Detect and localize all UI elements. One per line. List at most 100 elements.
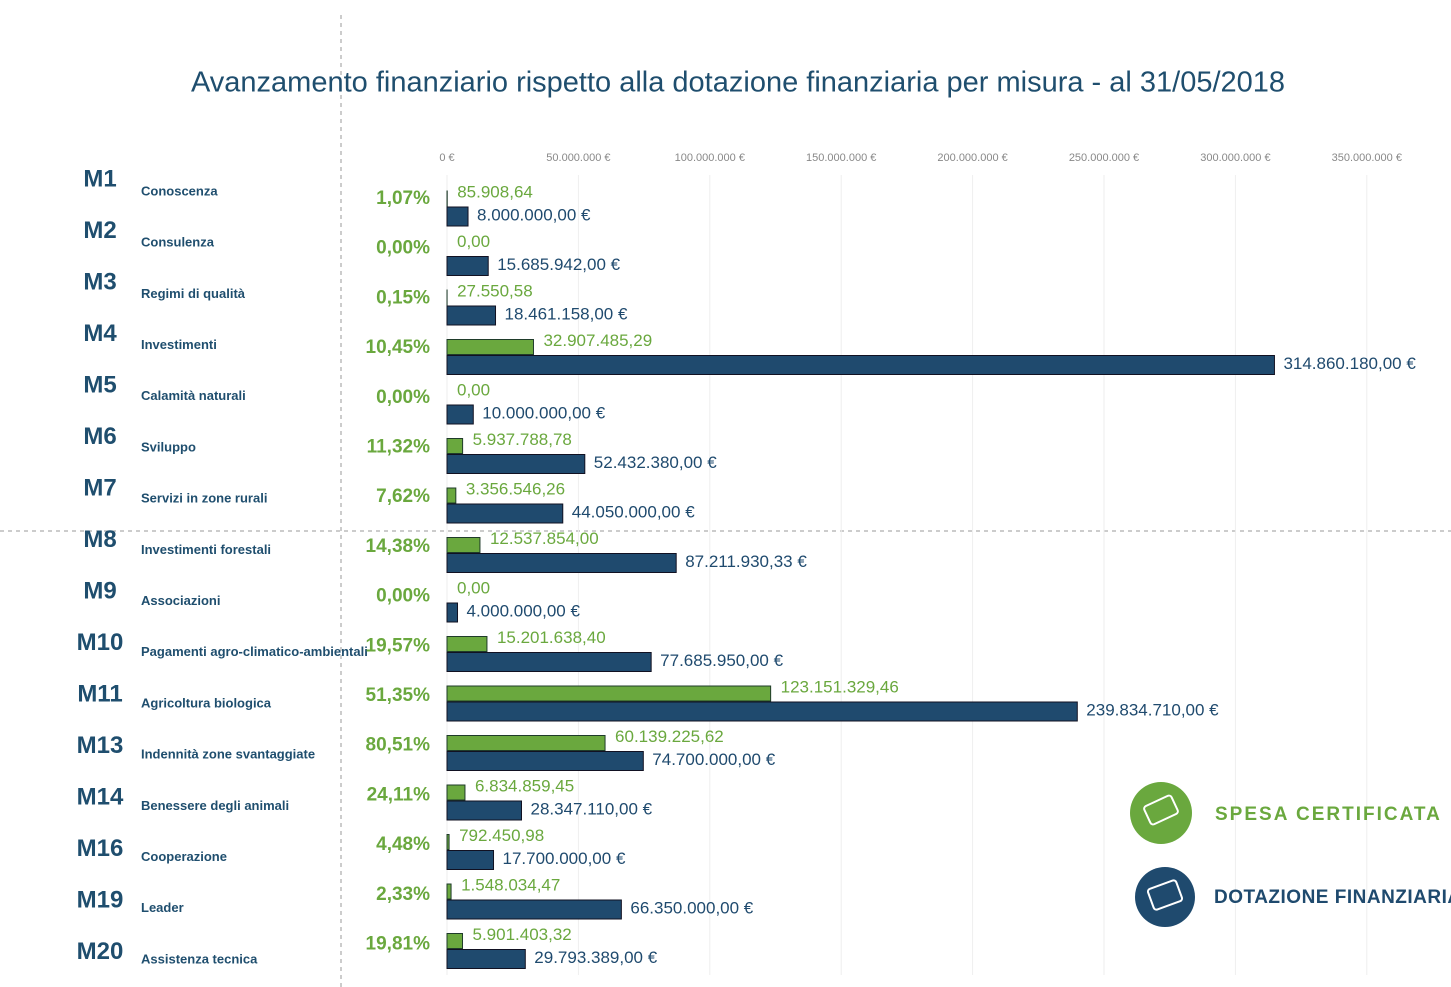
- category-code: M19: [77, 886, 124, 913]
- value-label: 29.793.389,00 €: [534, 948, 657, 967]
- category-description: Consulenza: [141, 235, 215, 250]
- value-label: 239.834.710,00 €: [1086, 700, 1219, 719]
- category-description: Investimenti: [141, 337, 217, 352]
- category-description: Conoscenza: [141, 183, 218, 198]
- category-code: M6: [83, 423, 116, 450]
- value-label: 5.937.788,78: [473, 430, 572, 449]
- x-tick-label: 100.000.000 €: [675, 152, 745, 164]
- share-label: 11,32%: [367, 437, 430, 458]
- bar: [446, 850, 495, 870]
- bar: [446, 834, 450, 850]
- bar: [446, 256, 489, 276]
- bar: [446, 438, 464, 454]
- share-label: 0,15%: [376, 287, 430, 308]
- value-label: 66.350.000,00 €: [630, 898, 753, 917]
- value-label: 0,00: [457, 232, 490, 251]
- value-label: 1.548.034,47: [461, 875, 560, 894]
- value-label: 314.860.180,00 €: [1283, 354, 1416, 373]
- share-label: 4,48%: [376, 834, 430, 855]
- category-code: M11: [77, 680, 122, 707]
- value-label: 44.050.000,00 €: [572, 502, 695, 521]
- bar: [446, 339, 534, 355]
- share-label: 14,38%: [366, 536, 431, 557]
- value-label: 6.834.859,45: [475, 776, 574, 795]
- bar: [446, 949, 526, 969]
- legend-icon-glyph: [1143, 794, 1179, 826]
- value-label: 4.000.000,00 €: [467, 601, 581, 620]
- value-label: 15.201.638,40: [497, 628, 606, 647]
- category-code: M20: [77, 938, 124, 965]
- chart-title: Avanzamento finanziario rispetto alla do…: [191, 67, 1285, 99]
- bar: [446, 206, 469, 227]
- category-code: M1: [83, 165, 116, 192]
- category-code: M16: [77, 835, 124, 862]
- legend-icon-glyph: [1146, 879, 1184, 911]
- value-label: 0,00: [457, 578, 490, 597]
- x-tick-label: 150.000.000 €: [806, 152, 876, 164]
- category-description: Investimenti forestali: [141, 542, 271, 557]
- x-tick-label: 50.000.000 €: [546, 152, 610, 164]
- value-label: 32.907.485,29: [543, 331, 652, 350]
- bar: [446, 305, 497, 326]
- value-label: 15.685.942,00 €: [497, 255, 620, 274]
- share-label: 2,33%: [376, 884, 430, 905]
- category-description: Regimi di qualità: [141, 286, 246, 301]
- value-label: 18.461.158,00 €: [505, 304, 628, 323]
- bar: [446, 553, 677, 573]
- category-description: Servizi in zone rurali: [141, 491, 267, 506]
- value-label: 3.356.546,26: [466, 479, 565, 498]
- value-label: 123.151.329,46: [781, 677, 899, 696]
- value-label: 5.901.403,32: [473, 925, 572, 944]
- x-tick-label: 200.000.000 €: [937, 152, 1007, 164]
- value-label: 77.685.950,00 €: [660, 651, 783, 670]
- share-label: 19,81%: [366, 934, 431, 955]
- bar: [446, 899, 622, 920]
- category-description: Calamità naturali: [141, 388, 246, 403]
- x-tick-label: 300.000.000 €: [1200, 152, 1270, 164]
- bar: [446, 602, 459, 623]
- share-label: 7,62%: [376, 486, 430, 507]
- category-code: M2: [83, 217, 116, 244]
- x-tick-label: 350.000.000 €: [1332, 152, 1402, 164]
- bar: [446, 883, 452, 900]
- share-label: 19,57%: [366, 635, 431, 656]
- value-label: 792.450,98: [459, 826, 544, 845]
- category-code: M3: [83, 268, 116, 295]
- share-label: 0,00%: [376, 586, 430, 607]
- share-label: 10,45%: [366, 337, 431, 358]
- category-description: Assistenza tecnica: [141, 951, 258, 966]
- share-label: 0,00%: [376, 387, 430, 408]
- category-code: M14: [77, 783, 124, 810]
- category-description: Cooperazione: [141, 849, 227, 864]
- bar: [446, 685, 772, 702]
- bar: [446, 636, 488, 652]
- share-label: 80,51%: [366, 735, 431, 756]
- bar: [446, 454, 586, 474]
- category-description: Associazioni: [141, 593, 220, 608]
- category-code: M9: [83, 577, 116, 604]
- category-code: M7: [83, 474, 116, 501]
- category-description: Agricoltura biologica: [141, 695, 272, 710]
- bar: [446, 701, 1078, 722]
- category-code: M10: [77, 629, 124, 656]
- value-label: 52.432.380,00 €: [594, 453, 717, 472]
- value-label: 17.700.000,00 €: [503, 849, 626, 868]
- value-label: 10.000.000,00 €: [482, 403, 605, 422]
- share-label: 0,00%: [376, 238, 430, 259]
- value-label: 85.908,64: [457, 182, 533, 201]
- value-label: 27.550,58: [457, 281, 533, 300]
- bar: [446, 735, 606, 751]
- bar: [446, 933, 464, 949]
- bar: [446, 751, 644, 771]
- bar: [446, 652, 652, 672]
- category-description: Benessere degli animali: [141, 798, 289, 813]
- category-description: Leader: [141, 900, 184, 915]
- legend-icon: [1130, 782, 1192, 844]
- bar: [446, 537, 481, 553]
- x-tick-label: 250.000.000 €: [1069, 152, 1139, 164]
- share-label: 24,11%: [367, 784, 430, 805]
- bar: [446, 355, 1275, 375]
- value-label: 28.347.110,00 €: [530, 799, 652, 818]
